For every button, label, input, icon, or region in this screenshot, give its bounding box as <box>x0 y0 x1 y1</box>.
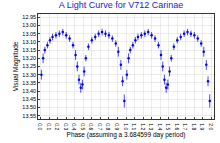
svg-text:13.25: 13.25 <box>22 63 36 69</box>
svg-text:0.7: 0.7 <box>97 123 103 130</box>
svg-text:13.00: 13.00 <box>22 22 36 28</box>
svg-text:Visual Magnitude: Visual Magnitude <box>12 41 20 91</box>
svg-text:1.1: 1.1 <box>131 123 137 130</box>
svg-text:1.9: 1.9 <box>199 123 205 130</box>
svg-text:0.4: 0.4 <box>71 123 77 130</box>
svg-text:0.9: 0.9 <box>114 123 120 130</box>
svg-text:1.2: 1.2 <box>140 123 146 130</box>
svg-text:1.3: 1.3 <box>148 123 154 130</box>
svg-text:12.95: 12.95 <box>22 14 36 20</box>
svg-text:0.8: 0.8 <box>105 123 111 130</box>
svg-text:1.4: 1.4 <box>157 123 163 130</box>
svg-text:0.3: 0.3 <box>63 123 69 130</box>
svg-text:2.0: 2.0 <box>208 123 214 130</box>
svg-text:1.8: 1.8 <box>191 123 197 130</box>
svg-text:13.55: 13.55 <box>22 113 36 119</box>
svg-text:1.5: 1.5 <box>165 123 171 130</box>
svg-text:13.05: 13.05 <box>22 31 36 37</box>
svg-text:0.2: 0.2 <box>54 123 60 130</box>
svg-text:13.45: 13.45 <box>22 96 36 102</box>
svg-text:13.10: 13.10 <box>22 39 36 45</box>
svg-text:1.7: 1.7 <box>182 123 188 130</box>
svg-text:13.50: 13.50 <box>22 104 36 110</box>
svg-text:1.0: 1.0 <box>123 123 129 130</box>
svg-text:Phase (assuming a 3.684599 day: Phase (assuming a 3.684599 day period) <box>67 131 186 139</box>
svg-text:0.5: 0.5 <box>80 123 86 130</box>
svg-text:13.20: 13.20 <box>22 55 36 61</box>
svg-text:0.6: 0.6 <box>88 123 94 130</box>
svg-text:A Light Curve for V712 Carinae: A Light Curve for V712 Carinae <box>59 0 184 10</box>
svg-text:0.1: 0.1 <box>46 123 52 130</box>
svg-text:13.40: 13.40 <box>22 88 36 94</box>
svg-text:1.6: 1.6 <box>174 123 180 130</box>
svg-text:13.35: 13.35 <box>22 80 36 86</box>
svg-text:13.30: 13.30 <box>22 72 36 78</box>
svg-text:13.15: 13.15 <box>22 47 36 53</box>
svg-text:0.0: 0.0 <box>37 123 43 130</box>
